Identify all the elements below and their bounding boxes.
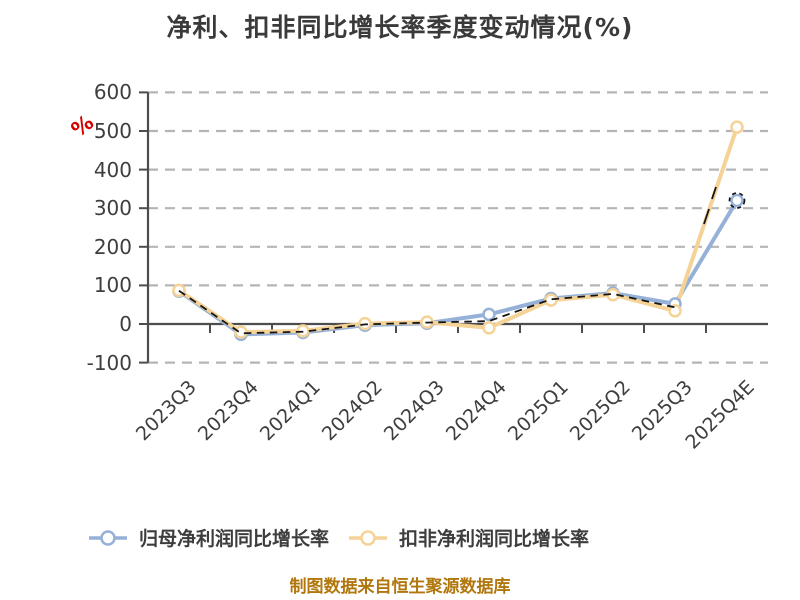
- legend-marker-icon: [360, 529, 376, 546]
- overlap-dash-line: [178, 290, 676, 335]
- nonrecurring-series-marker: [730, 120, 744, 134]
- y-tick-label: 600: [93, 80, 132, 104]
- legend-item-net-profit-growth: 归母净利润同比增长率: [88, 524, 329, 551]
- dash-fragment: [703, 208, 710, 225]
- legend-label-net-profit: 归母净利润同比增长率: [139, 528, 330, 550]
- net-profit-series-marker: [730, 193, 744, 208]
- dash-fragment: [711, 186, 717, 200]
- nonrecurring-series-marker: [234, 325, 248, 339]
- nonrecurring-series-line: [177, 125, 739, 335]
- nonrecurring-series-marker: [482, 321, 496, 335]
- legend-item-nonrecurring-growth: 扣非净利润同比增长率: [348, 524, 589, 551]
- y-tick-label: 200: [93, 235, 132, 259]
- y-tick-label: 400: [93, 158, 132, 182]
- legend-line-circle-icon: [89, 529, 127, 546]
- legend-line-circle-icon: [349, 529, 387, 546]
- nonrecurring-series-marker: [668, 304, 682, 318]
- y-tick-label: -100: [86, 351, 132, 375]
- legend-marker-icon: [100, 529, 116, 546]
- y-tick-label: 500: [93, 119, 132, 143]
- nonrecurring-series-marker: [544, 293, 558, 307]
- footer-source-note: 制图数据来自恒生聚源数据库: [289, 577, 511, 597]
- y-tick-label: 0: [119, 312, 132, 336]
- y-tick-label: 300: [93, 196, 132, 220]
- chart-title: 净利、扣非同比增长率季度变动情况(%): [166, 13, 634, 42]
- overlap-dash-ring: [728, 192, 746, 209]
- y-tick-label: 100: [93, 273, 132, 297]
- legend-label-nonrecurring: 扣非净利润同比增长率: [399, 528, 590, 550]
- net-profit-series-marker: [482, 307, 496, 322]
- net-profit-series-line: [177, 198, 739, 337]
